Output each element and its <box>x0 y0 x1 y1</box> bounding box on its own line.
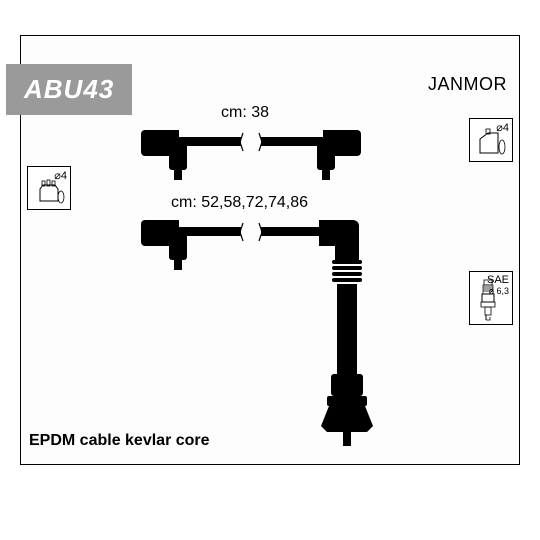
right-top-diameter-label: ⌀4 <box>496 121 509 134</box>
right-bottom-diameter-label: ⌀ 6,3 <box>489 286 509 297</box>
bellows <box>332 260 362 286</box>
boot-flare <box>319 404 375 434</box>
break-mark-2 <box>239 222 263 242</box>
sae-label: SAE <box>487 274 509 286</box>
brand-label: JANMOR <box>428 74 507 95</box>
part-number-text: ABU43 <box>24 74 114 104</box>
spark-plug-icon: SAE ⌀ 6,3 <box>469 271 513 325</box>
break-mark-1 <box>239 132 263 152</box>
left-diameter-label: ⌀4 <box>54 169 67 182</box>
material-label: EPDM cable kevlar core <box>29 432 210 450</box>
distributor-cap-icon: ⌀4 <box>27 166 71 210</box>
cable1-dimension-label: cm: 38 <box>221 104 269 122</box>
diagram-frame: ABU43 JANMOR ⌀4 ⌀4 SAE ⌀ 6,3 <box>20 35 520 465</box>
coil-icon: ⌀4 <box>469 118 513 162</box>
cable2-dimension-label: cm: 52,58,72,74,86 <box>171 194 308 212</box>
part-number-badge: ABU43 <box>6 64 132 115</box>
